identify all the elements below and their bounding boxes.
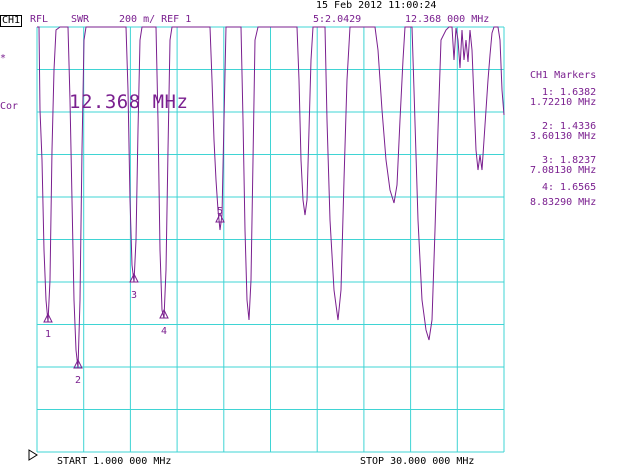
trace-markers: 1 2 3 4 5 [43,206,225,386]
format-label[interactable]: SWR [71,14,90,25]
marker-triangle-icon[interactable] [129,272,139,283]
reference-arrow-icon [28,449,38,461]
marker1-value: 1: 1.6382 [542,87,597,98]
marker-number-label: 5 [217,206,223,217]
marker4-freq: 8.83290 MHz [530,197,597,208]
marker-triangle-icon[interactable] [43,312,53,323]
marker-triangle-icon[interactable] [215,212,225,223]
marker3-value: 3: 1.8237 [542,155,597,166]
measure-mode[interactable]: RFL [30,14,49,25]
stop-frequency[interactable]: STOP 30.000 000 MHz [360,456,475,467]
marker2-freq: 3.60130 MHz [530,131,597,142]
channel-label[interactable]: CH1 [0,15,23,27]
star-indicator: * [0,53,7,64]
markers-panel-title: CH1 Markers [530,70,597,81]
swr-trace [37,26,505,369]
date-time: 15 Feb 2012 11:00:24 [316,0,437,11]
marker-number-label: 4 [161,326,167,337]
marker5-readout: 5:2.0429 [313,14,362,25]
marker-number-label: 1 [45,329,51,340]
marker-number-label: 3 [131,290,137,301]
start-frequency[interactable]: START 1.000 000 MHz [57,456,172,467]
marker2-value: 2: 1.4336 [542,121,597,132]
scale-ref-label[interactable]: 200 m/ REF 1 [119,14,192,25]
marker3-freq: 7.08130 MHz [530,165,597,176]
marker1-freq: 1.72210 MHz [530,97,597,108]
marker-number-label: 2 [75,375,81,386]
active-marker-frequency: 12.368 MHz [69,91,189,113]
marker-triangle-icon[interactable] [73,358,83,369]
marker4-value: 4: 1.6565 [542,182,597,193]
correction-indicator: Cor [0,101,19,112]
marker-triangle-icon[interactable] [159,308,169,319]
marker5-frequency: 12.368 000 MHz [405,14,490,25]
